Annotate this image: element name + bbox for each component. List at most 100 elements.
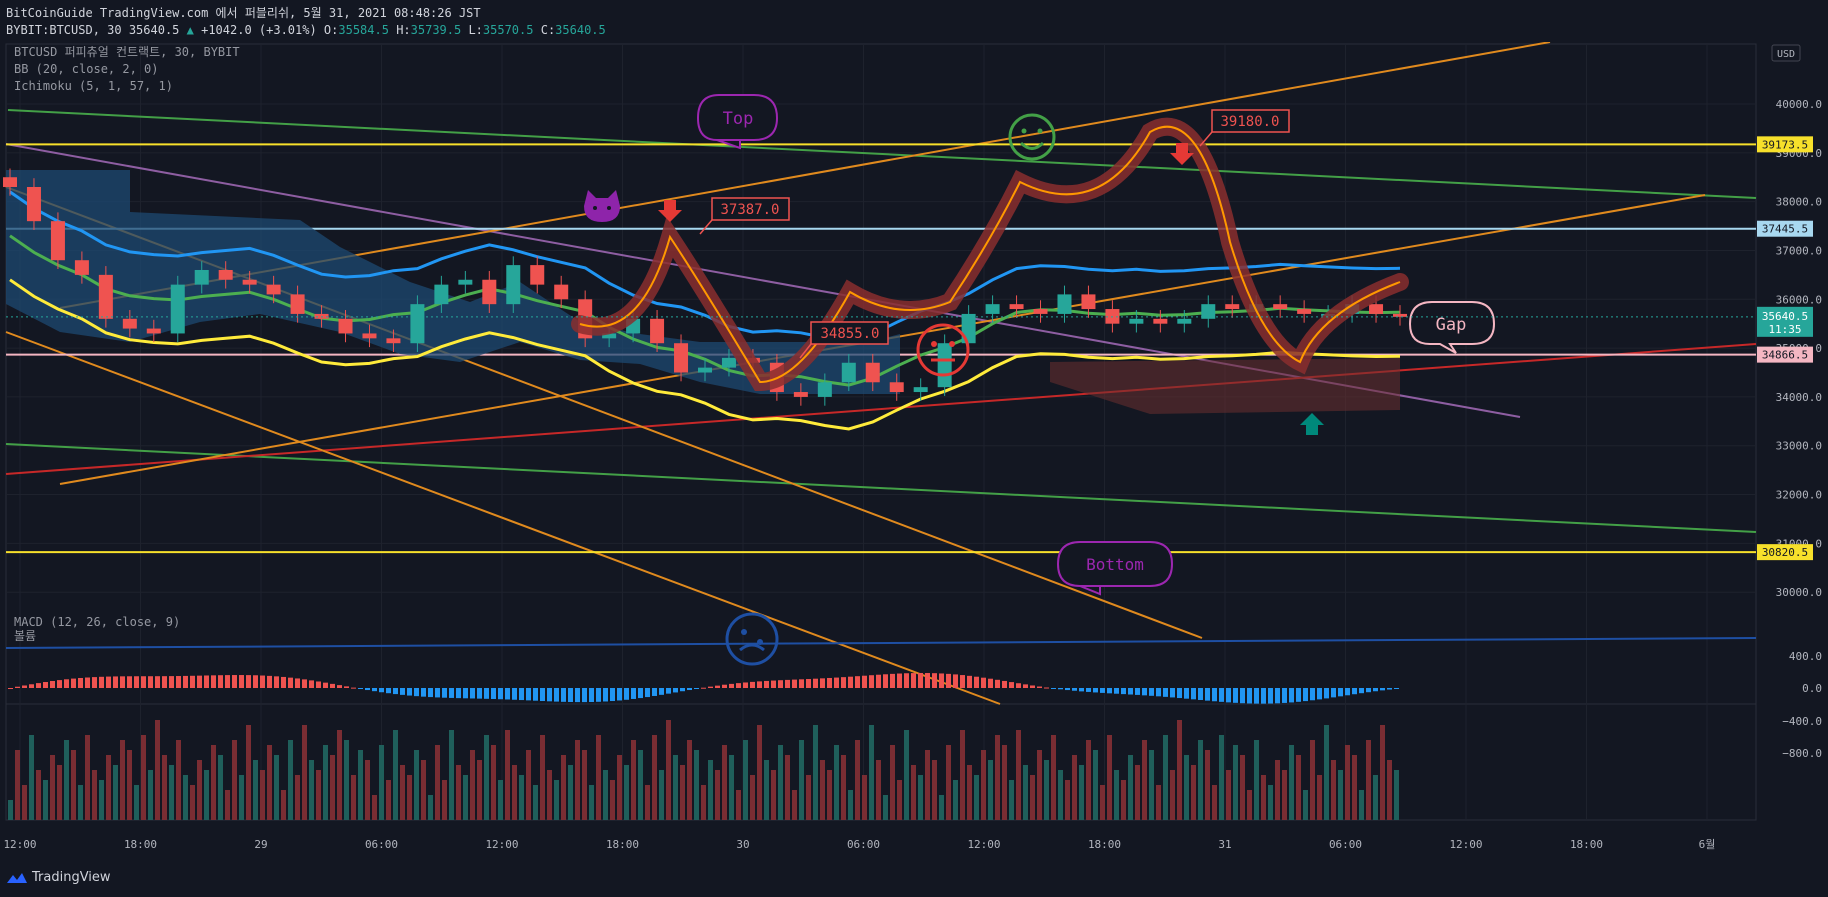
macd-bar bbox=[351, 687, 356, 689]
volume-bar bbox=[1079, 765, 1084, 820]
volume-bar bbox=[981, 750, 986, 820]
sad-face-icon[interactable] bbox=[725, 612, 779, 666]
macd-bar bbox=[687, 688, 692, 691]
macd-bar bbox=[897, 673, 902, 688]
time-tick-label: 06:00 bbox=[847, 838, 880, 851]
volume-bar bbox=[687, 740, 692, 820]
macd-bar bbox=[1338, 688, 1343, 697]
symbol-price: BYBIT:BTCUSD, 30 35640.5 bbox=[6, 23, 180, 37]
cat-face-icon[interactable] bbox=[584, 190, 620, 222]
price-note-39180[interactable]: 39180.0 bbox=[1199, 109, 1290, 147]
volume-bar bbox=[680, 765, 685, 820]
volume-bar bbox=[673, 755, 678, 820]
volume-bar bbox=[50, 755, 55, 820]
macd-bar bbox=[99, 676, 104, 688]
smiley-face-icon[interactable] bbox=[1008, 113, 1056, 161]
macd-bar bbox=[736, 683, 741, 688]
volume-bar bbox=[344, 740, 349, 820]
annotation-gap[interactable]: Gap bbox=[1408, 301, 1496, 354]
volume-bar bbox=[995, 735, 1000, 820]
price-tick-label: 38000.0 bbox=[1776, 196, 1822, 209]
macd-histogram bbox=[8, 672, 1399, 704]
volume-bar bbox=[834, 745, 839, 820]
candle-body bbox=[266, 284, 281, 295]
legend-macd: MACD (12, 26, close, 9) bbox=[14, 615, 180, 629]
open-value: 35584.5 bbox=[338, 23, 389, 37]
time-tick-label: 18:00 bbox=[1570, 838, 1603, 851]
macd-bar bbox=[981, 677, 986, 688]
macd-bar bbox=[484, 688, 489, 699]
macd-bar bbox=[960, 675, 965, 688]
grid-lines bbox=[6, 44, 1756, 820]
volume-bar bbox=[365, 760, 370, 820]
candle-body bbox=[50, 221, 65, 261]
price-label-text: 30820.5 bbox=[1762, 546, 1808, 559]
macd-bar bbox=[1282, 688, 1287, 703]
tradingview-logo[interactable]: TradingView bbox=[6, 870, 111, 885]
volume-bar bbox=[1387, 760, 1392, 820]
neutral-face-icon[interactable] bbox=[916, 323, 970, 377]
macd-bar bbox=[253, 675, 258, 688]
volume-bar bbox=[155, 720, 160, 820]
volume-bar bbox=[498, 780, 503, 820]
volume-bar bbox=[925, 750, 930, 820]
macd-bar bbox=[267, 675, 272, 688]
volume-bar bbox=[78, 785, 83, 820]
volume-bar bbox=[246, 725, 251, 820]
price-note-37387[interactable]: 37387.0 bbox=[699, 197, 790, 235]
macd-bar bbox=[617, 688, 622, 701]
volume-bar bbox=[624, 765, 629, 820]
volume-bar bbox=[1317, 775, 1322, 820]
volume-bar bbox=[806, 775, 811, 820]
macd-bar bbox=[1226, 688, 1231, 703]
candle-body bbox=[74, 260, 89, 275]
macd-bar bbox=[1107, 688, 1112, 694]
price-note-34855[interactable]: 34855.0 bbox=[799, 321, 889, 359]
volume-bar bbox=[561, 755, 566, 820]
volume-bar bbox=[1128, 755, 1133, 820]
volume-bar bbox=[519, 775, 524, 820]
candle-body bbox=[1081, 294, 1096, 310]
volume-bar bbox=[764, 760, 769, 820]
macd-bar bbox=[512, 688, 517, 700]
macd-bar bbox=[624, 688, 629, 700]
volume-bar bbox=[694, 750, 699, 820]
time-axis[interactable]: 12:00 18:00 29 06:00 12:00 18:00 30 06:00 12:00 1… bbox=[3, 838, 1715, 851]
volume-bar bbox=[1135, 765, 1140, 820]
volume-bar bbox=[176, 740, 181, 820]
macd-bar bbox=[393, 688, 398, 695]
macd-bar bbox=[1044, 687, 1049, 689]
price-tick-label: 30000.0 bbox=[1776, 586, 1822, 599]
volume-bar bbox=[1394, 770, 1399, 820]
macd-axis[interactable]: 400.0 0.0 −400.0 −800.0 bbox=[1782, 650, 1822, 760]
volume-bar bbox=[29, 735, 34, 820]
annotation-top[interactable]: Top bbox=[696, 94, 779, 150]
macd-bar bbox=[848, 676, 853, 688]
price-chart[interactable]: Top Bottom Gap 37387.0 39180.0 34855.0 bbox=[0, 42, 1828, 862]
macd-bar bbox=[50, 681, 55, 688]
volume-bar bbox=[225, 790, 230, 820]
macd-bar bbox=[1121, 688, 1126, 695]
price-axis[interactable]: 4 USD 40000.039000.038000.037000.036000.… bbox=[1757, 44, 1828, 820]
volume-bar bbox=[484, 735, 489, 820]
volume-bar bbox=[1282, 770, 1287, 820]
volume-bar bbox=[785, 755, 790, 820]
volume-bar bbox=[708, 760, 713, 820]
annotation-bottom[interactable]: Bottom bbox=[1056, 541, 1174, 596]
candle-body bbox=[650, 318, 665, 344]
macd-bar bbox=[1072, 688, 1077, 691]
macd-bar bbox=[757, 681, 762, 688]
macd-bar bbox=[1023, 684, 1028, 688]
macd-bar bbox=[218, 675, 223, 688]
volume-bar bbox=[414, 750, 419, 820]
volume-bar bbox=[1009, 780, 1014, 820]
macd-bar bbox=[610, 688, 615, 702]
macd-bar bbox=[589, 688, 594, 703]
volume-bar bbox=[267, 745, 272, 820]
volume-bar bbox=[211, 745, 216, 820]
volume-bar bbox=[358, 750, 363, 820]
time-tick-label: 12:00 bbox=[485, 838, 518, 851]
volume-bar bbox=[1051, 735, 1056, 820]
price-tick-label: 32000.0 bbox=[1776, 489, 1822, 502]
macd-bar bbox=[1142, 688, 1147, 696]
